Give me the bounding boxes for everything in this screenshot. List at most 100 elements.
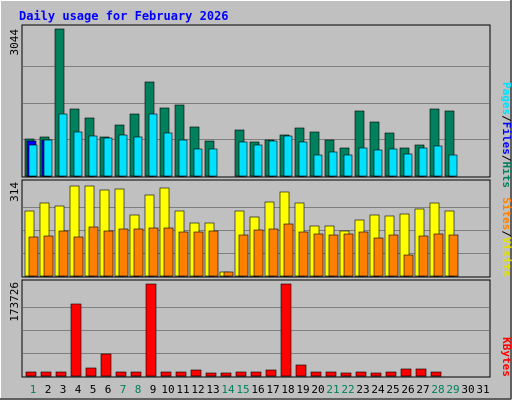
day-label: 22 <box>341 383 354 396</box>
kbytes-bar <box>220 372 232 377</box>
pages-bar <box>283 135 293 177</box>
pages-bar <box>58 113 68 177</box>
day-label: 27 <box>416 383 429 396</box>
sites-bar <box>88 226 99 277</box>
day-label: 5 <box>90 383 97 396</box>
kbytes-bar <box>160 371 172 377</box>
day-label: 10 <box>161 383 174 396</box>
day-label: 25 <box>386 383 399 396</box>
pages-bar <box>88 135 98 177</box>
kbytes-bar <box>430 371 442 377</box>
sites-bar <box>358 231 369 277</box>
day-label: 17 <box>266 383 279 396</box>
sites-bar <box>238 234 249 277</box>
pages-bar <box>418 147 428 177</box>
day-label: 12 <box>191 383 204 396</box>
day-label: 26 <box>401 383 414 396</box>
day-label: 23 <box>356 383 369 396</box>
day-label: 11 <box>176 383 189 396</box>
legend-hits: Hits <box>500 162 512 189</box>
day-label: 20 <box>311 383 324 396</box>
sites-bar <box>43 235 54 277</box>
pages-bar <box>448 154 458 177</box>
sites-bar <box>283 223 294 277</box>
kbytes-bar <box>325 371 337 377</box>
pages-bar <box>163 132 173 177</box>
kbytes-bar <box>145 283 157 377</box>
legend-separator: / <box>500 230 512 237</box>
sites-bar <box>193 231 204 277</box>
day-label: 1 <box>30 383 37 396</box>
kbytes-bar <box>130 371 142 377</box>
day-label: 21 <box>326 383 339 396</box>
visits-y-tick-label: 314 <box>8 182 21 202</box>
sites-bar <box>223 271 234 277</box>
sites-bar <box>313 233 324 277</box>
legend-sites: Sites <box>500 197 512 230</box>
pages-bar <box>253 144 263 177</box>
day-labels: 1 2 3 4 5 6 7 8 9 10 11 12 13 14 15 16 17 18 19 20 21 22 23 24 2… <box>30 383 490 396</box>
kbytes-panel <box>21 279 491 378</box>
sites-bar <box>133 228 144 277</box>
sites-bar <box>418 235 429 277</box>
kbytes-bar <box>265 369 277 377</box>
legend-pages: Pages <box>500 82 512 115</box>
pages-bar <box>133 136 143 177</box>
sites-bar <box>268 228 279 277</box>
kbytes-bar <box>100 353 112 377</box>
day-label: 8 <box>135 383 142 396</box>
kbytes-bar <box>400 368 412 377</box>
day-label: 2 <box>45 383 52 396</box>
sites-bar <box>343 233 354 277</box>
pages-bar <box>118 134 128 177</box>
day-label: 9 <box>150 383 157 396</box>
pages-bar <box>73 131 83 177</box>
day-label: 19 <box>296 383 309 396</box>
hits-y-tick-label: 3044 <box>8 29 21 56</box>
pages-bar <box>388 148 398 177</box>
pages-bar <box>238 141 248 177</box>
kbytes-bar <box>190 369 202 377</box>
kbytes-bar <box>55 371 67 377</box>
pages-bar <box>208 148 218 177</box>
pages-bar <box>43 139 53 177</box>
pages-bar <box>268 140 278 177</box>
day-label: 29 <box>446 383 459 396</box>
pages-bar <box>28 144 38 177</box>
kbytes-bar <box>85 367 97 377</box>
kbytes-axis-legend: KBytes <box>500 337 512 377</box>
day-label: 24 <box>371 383 385 396</box>
day-label: 3 <box>60 383 67 396</box>
pages-bar <box>313 154 323 177</box>
day-label: 13 <box>206 383 219 396</box>
pages-bar <box>343 154 353 177</box>
kbytes-bar <box>310 371 322 377</box>
legend-separator: / <box>500 155 512 162</box>
pages-bar <box>328 151 338 177</box>
sites-bar <box>148 227 159 277</box>
kbytes-bar <box>250 371 262 377</box>
kbytes-bar <box>235 371 247 377</box>
sites-bar <box>118 228 129 277</box>
day-label: 28 <box>431 383 444 396</box>
day-label: 31 <box>476 383 489 396</box>
visits-axis-legend: Sites/Visits <box>500 197 512 277</box>
sites-bar <box>298 231 309 277</box>
chart-title: Daily usage for February 2026 <box>19 9 229 23</box>
pages-bar <box>148 113 158 177</box>
pages-bar <box>178 139 188 177</box>
day-label: 14 <box>221 383 235 396</box>
sites-bar <box>253 229 264 277</box>
pages-bar <box>433 145 443 177</box>
legend-files: Files <box>500 122 512 155</box>
sites-bar <box>28 236 39 277</box>
pages-bar <box>298 141 308 177</box>
kbytes-bar <box>25 371 37 377</box>
sites-bar <box>433 233 444 277</box>
day-label: 7 <box>120 383 127 396</box>
bars <box>24 28 459 377</box>
kbytes-bar <box>280 283 292 377</box>
kbytes-bar <box>355 371 367 377</box>
